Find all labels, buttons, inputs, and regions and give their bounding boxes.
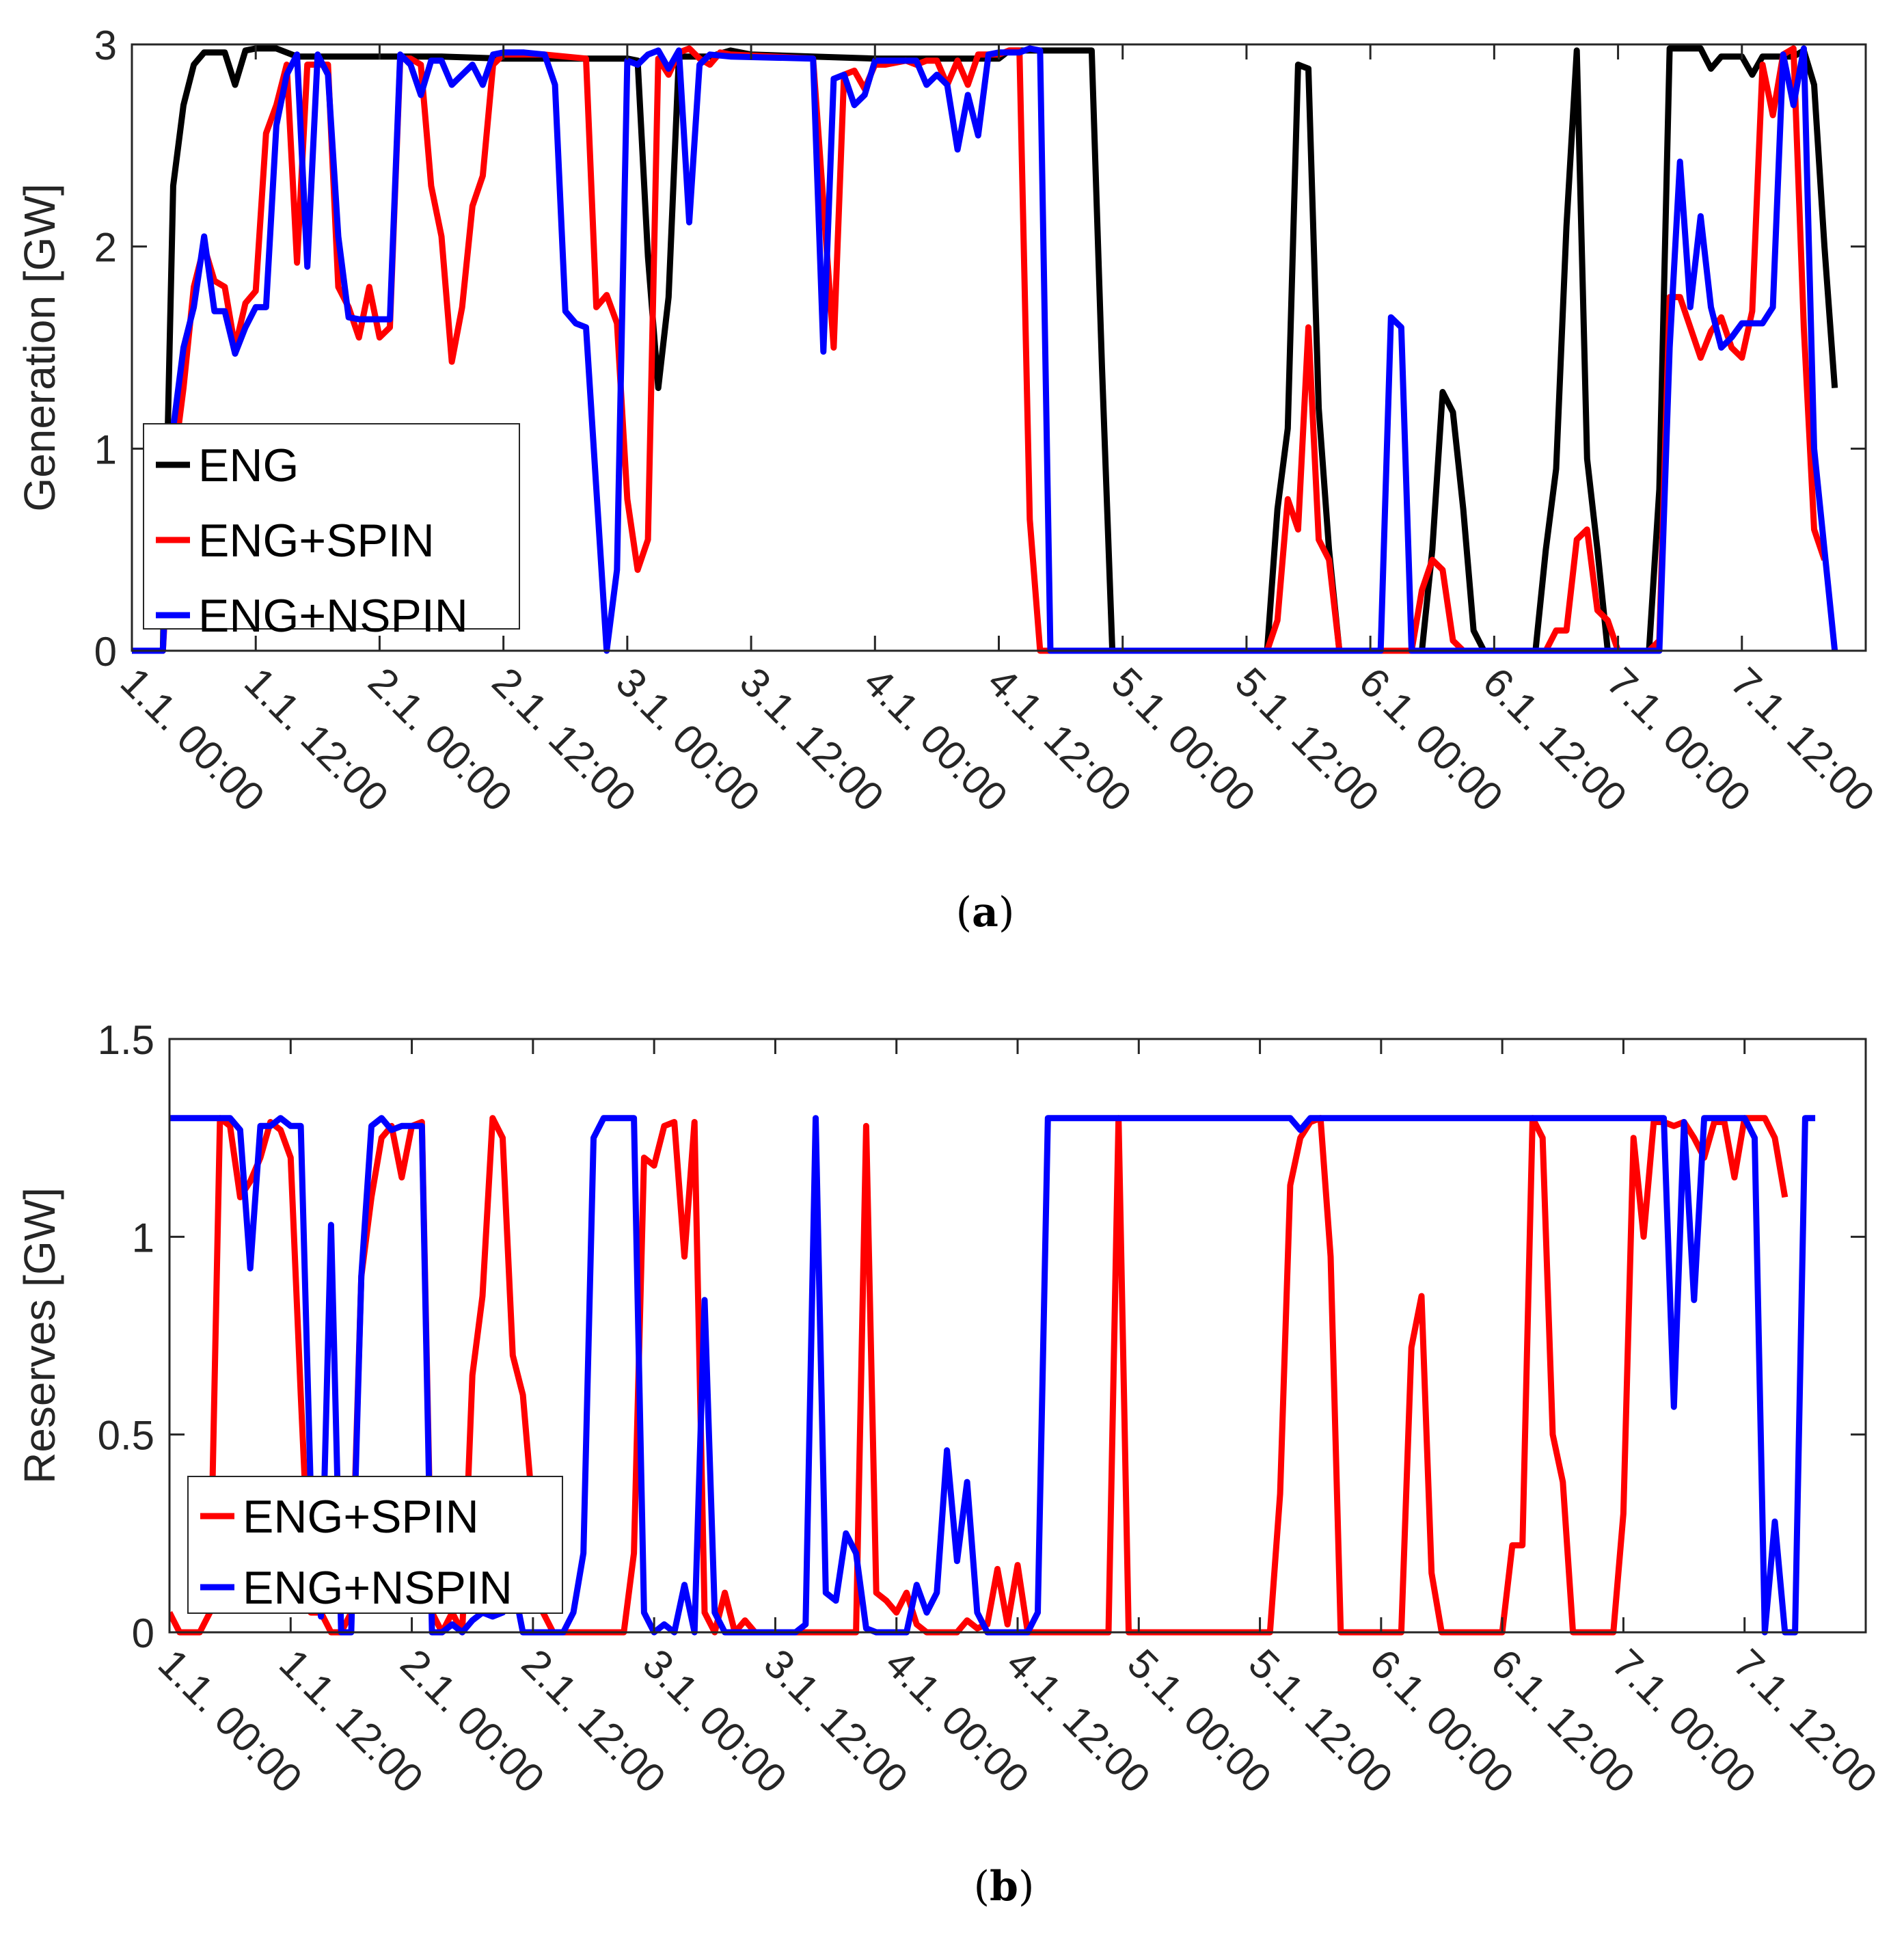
legend-entry-eng-spin: ENG+SPIN: [198, 515, 435, 567]
legend-entry-eng-nspin: ENG+NSPIN: [198, 590, 468, 642]
y-axis-label: Generation [GW]: [15, 183, 64, 511]
legend-entry-eng: ENG: [198, 440, 299, 491]
y-tick-label: 0.5: [98, 1413, 154, 1459]
legend: ENG+SPIN ENG+NSPIN: [187, 1476, 563, 1614]
series-line-eng-nspin: [132, 45, 1838, 654]
panel-caption: (b): [974, 1863, 1035, 1911]
y-axis-label: Reserves [GW]: [15, 1187, 64, 1484]
legend-box: [187, 1476, 563, 1614]
y-tick-label: 1.5: [98, 1017, 154, 1063]
y-tick-label: 2: [94, 225, 117, 271]
y-tick-label: 1: [132, 1215, 154, 1260]
y-tick-label: 0: [94, 629, 117, 675]
y-tick-label: 0: [132, 1610, 154, 1656]
panel-b-reserves-chart: 00.511.51.1. 00:001.1. 12:002.1. 00:002.…: [15, 1017, 1886, 1911]
y-tick-label: 3: [94, 23, 117, 68]
panel-caption-letter: a: [972, 889, 998, 936]
legend: ENG ENG+SPIN ENG+NSPIN: [143, 423, 520, 642]
panel-caption: (a): [956, 889, 1015, 936]
series-line-eng: [132, 45, 1838, 654]
y-tick-label: 1: [94, 427, 117, 472]
panel-caption-letter: b: [990, 1863, 1018, 1911]
legend-entry-eng-nspin: ENG+NSPIN: [243, 1562, 513, 1614]
legend-box: [143, 423, 520, 630]
series-line-eng-nspin: [169, 1115, 1816, 1636]
legend-entry-eng-spin: ENG+SPIN: [243, 1491, 479, 1543]
